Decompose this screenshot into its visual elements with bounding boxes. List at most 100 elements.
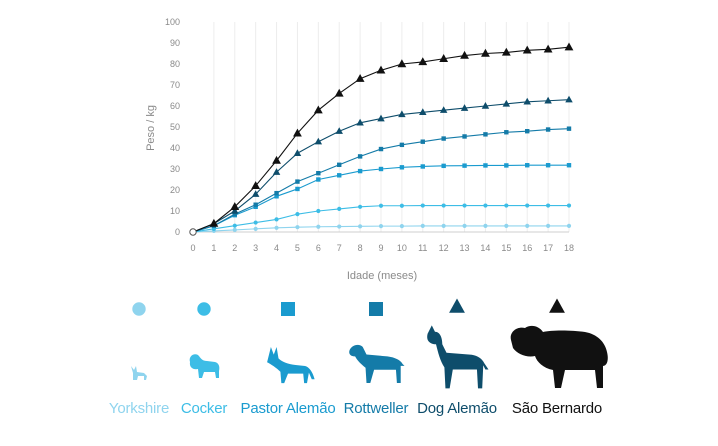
legend-marker-cocker xyxy=(197,302,211,316)
data-point-cocker xyxy=(462,203,467,208)
data-point-cocker xyxy=(295,212,300,217)
data-point-dog-alemao xyxy=(251,190,260,197)
data-point-sao-bernardo xyxy=(481,48,490,57)
tick-labels: 0 1 2 3 4 5 6 7 8 9 10 11 12 13 14 15 16 17 18010203040506… xyxy=(165,17,574,253)
legend-dog-icons xyxy=(131,325,608,389)
saint-bernard-silhouette-icon xyxy=(510,325,608,388)
data-point-dog-alemao xyxy=(481,101,490,109)
data-point-yorkshire xyxy=(566,223,572,229)
x-tick-label: 0 xyxy=(190,243,195,253)
x-tick-label: 5 xyxy=(295,243,300,253)
data-point-cocker xyxy=(378,203,384,208)
data-point-rottweller xyxy=(566,126,572,131)
x-tick-label: 12 xyxy=(439,243,449,253)
series-markers xyxy=(189,42,574,236)
legend-label-dog-alemao: Dog Alemão xyxy=(417,400,497,417)
data-point-dog-alemao xyxy=(523,97,531,105)
data-point-rottweller xyxy=(545,127,551,132)
data-point-sao-bernardo xyxy=(209,218,219,227)
data-point-cocker xyxy=(566,203,572,208)
german-shepherd-silhouette-icon xyxy=(267,347,315,384)
x-tick-label: 15 xyxy=(501,243,511,253)
x-tick-label: 9 xyxy=(378,243,383,253)
x-tick-label: 10 xyxy=(397,243,407,253)
data-point-cocker xyxy=(274,217,279,222)
data-point-yorkshire xyxy=(483,223,488,229)
data-point-rottweller xyxy=(274,190,279,196)
data-point-sao-bernardo xyxy=(355,73,365,82)
data-point-cocker xyxy=(525,203,530,208)
legend-label-pastor-alemao: Pastor Alemão xyxy=(240,400,336,417)
data-point-sao-bernardo xyxy=(334,88,344,97)
data-point-dog-alemao xyxy=(460,104,469,111)
data-point-sao-bernardo xyxy=(439,54,449,62)
data-point-yorkshire xyxy=(232,227,237,232)
data-point-pastor-alemao xyxy=(274,194,279,199)
data-point-rottweller xyxy=(483,132,488,137)
y-tick-label: 80 xyxy=(170,59,180,69)
data-point-cocker xyxy=(337,206,342,211)
rottweiler-silhouette-icon xyxy=(349,344,405,383)
data-point-rottweller xyxy=(337,162,342,167)
legend-marker-dog-alemao xyxy=(449,298,465,313)
data-point-pastor-alemao xyxy=(316,177,321,182)
data-point-yorkshire xyxy=(337,224,342,229)
data-point-yorkshire xyxy=(546,223,551,229)
data-point-pastor-alemao xyxy=(295,186,300,192)
data-point-cocker xyxy=(420,203,425,208)
data-point-yorkshire xyxy=(504,223,509,229)
data-point-sao-bernardo xyxy=(397,59,407,68)
data-point-yorkshire xyxy=(525,223,530,229)
data-point-pastor-alemao xyxy=(504,163,509,168)
data-point-dog-alemao xyxy=(335,127,343,134)
data-point-sao-bernardo xyxy=(376,65,386,74)
data-point-rottweller xyxy=(357,154,363,159)
y-axis-title: Peso / kg xyxy=(145,105,157,151)
data-point-yorkshire xyxy=(316,224,321,229)
data-point-dog-alemao xyxy=(502,99,511,107)
y-tick-label: 10 xyxy=(170,206,180,216)
y-tick-label: 40 xyxy=(170,143,180,153)
data-point-pastor-alemao xyxy=(462,163,467,168)
cocker-silhouette-icon xyxy=(189,354,220,378)
legend-marker-pastor-alemao xyxy=(281,302,295,316)
great-dane-silhouette-icon xyxy=(427,325,489,389)
legend-label-rottweller: Rottweller xyxy=(343,400,409,417)
data-point-pastor-alemao xyxy=(378,166,384,172)
data-point-sao-bernardo xyxy=(251,181,261,189)
data-point-dog-alemao xyxy=(356,118,364,126)
data-point-sao-bernardo xyxy=(293,128,302,137)
data-point-sao-bernardo xyxy=(272,155,281,164)
data-point-yorkshire xyxy=(378,224,384,229)
legend-label-sao-bernardo: São Bernardo xyxy=(511,400,603,417)
data-point-pastor-alemao xyxy=(337,173,342,178)
x-tick-label: 16 xyxy=(522,243,532,253)
x-tick-label: 1 xyxy=(211,243,216,253)
origin-point xyxy=(189,228,197,236)
data-point-pastor-alemao xyxy=(357,168,363,174)
data-point-sao-bernardo xyxy=(460,50,469,59)
data-point-rottweller xyxy=(399,142,405,148)
data-point-cocker xyxy=(358,204,363,209)
data-point-rottweller xyxy=(378,146,384,152)
y-tick-label: 30 xyxy=(170,164,180,174)
data-point-rottweller xyxy=(232,211,237,217)
y-tick-label: 50 xyxy=(170,122,180,132)
data-point-cocker xyxy=(399,203,404,208)
data-point-sao-bernardo xyxy=(313,105,323,114)
data-point-rottweller xyxy=(504,130,509,135)
x-tick-label: 14 xyxy=(480,243,490,253)
y-tick-label: 60 xyxy=(170,101,180,111)
data-point-sao-bernardo xyxy=(230,202,240,210)
x-tick-label: 18 xyxy=(564,243,574,253)
data-point-yorkshire xyxy=(295,225,300,230)
data-point-dog-alemao xyxy=(398,110,406,118)
data-point-rottweller xyxy=(316,171,321,176)
x-tick-label: 17 xyxy=(543,243,553,253)
data-point-cocker xyxy=(441,203,446,208)
y-tick-label: 100 xyxy=(165,17,180,27)
legend-label-cocker: Cocker xyxy=(180,400,228,417)
legend-markers xyxy=(132,298,565,316)
legend-label-yorkshire: Yorkshire xyxy=(108,400,170,417)
data-point-sao-bernardo xyxy=(418,57,428,66)
